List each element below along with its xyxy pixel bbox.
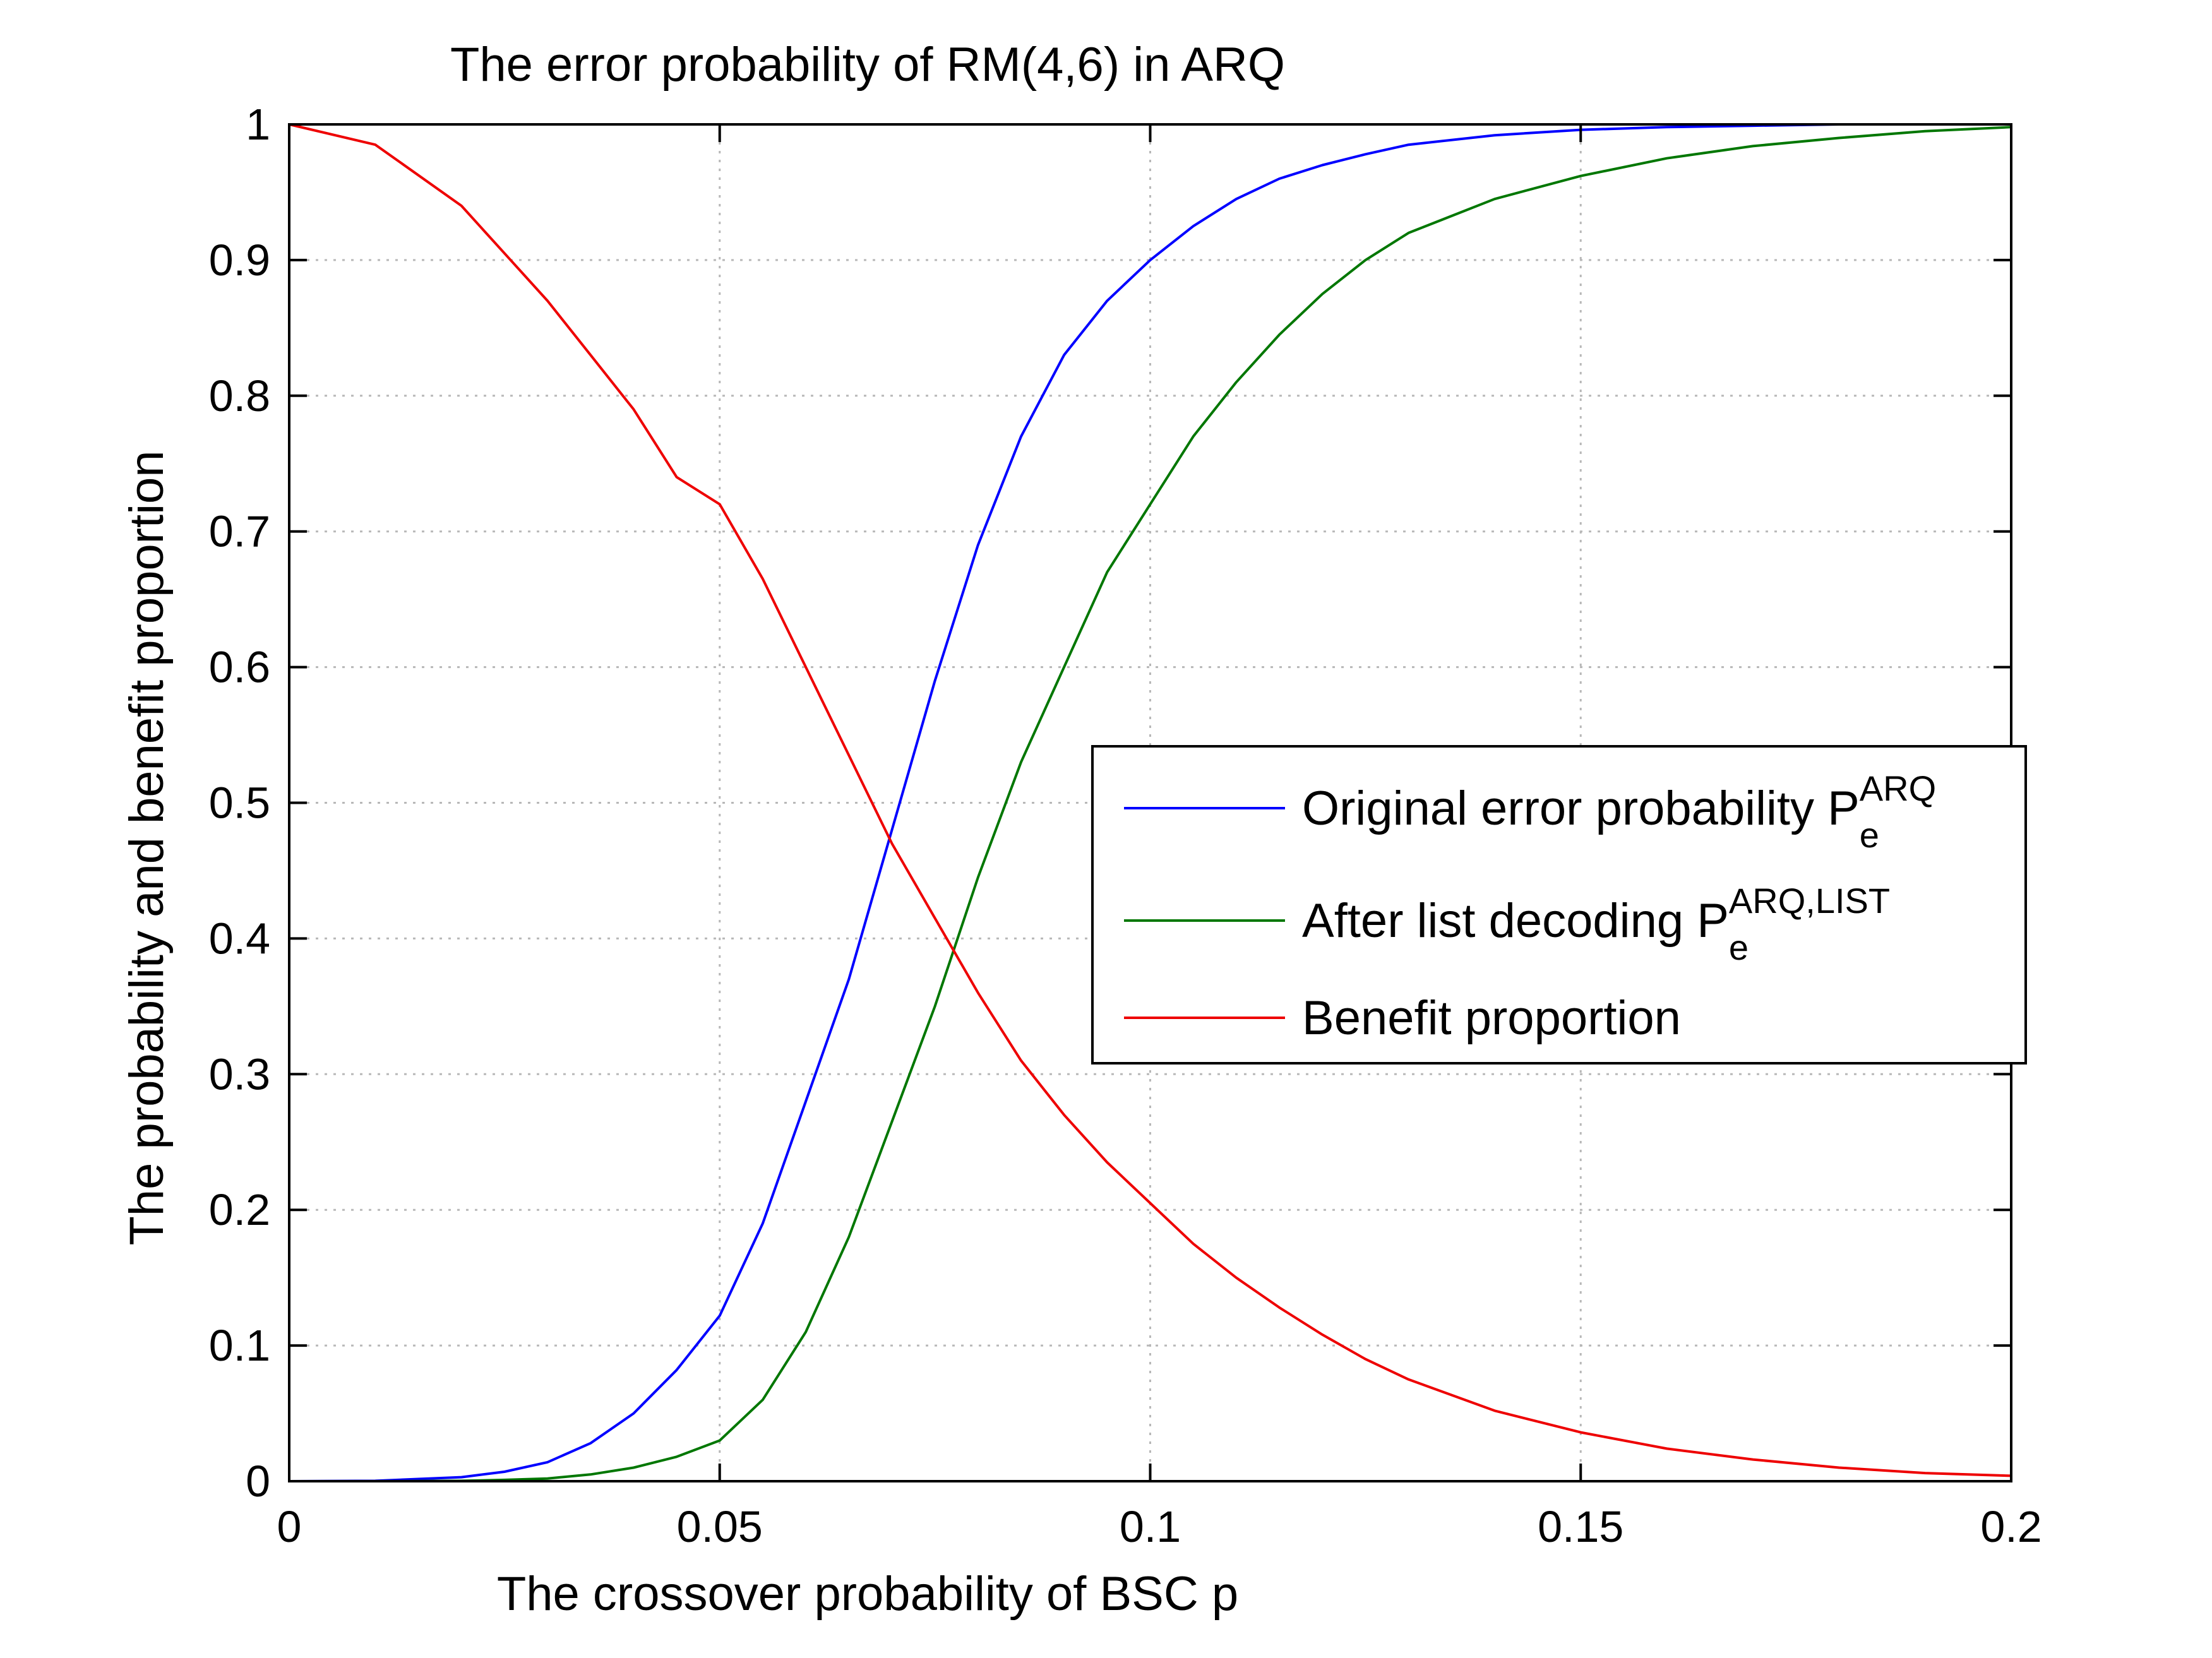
y-tick-label: 0.1 [209, 1321, 270, 1370]
legend-label-main: Original error probability P [1302, 782, 1860, 835]
y-tick-label: 0.3 [209, 1049, 270, 1099]
series-line-1 [289, 126, 2012, 1482]
y-tick-label: 0.9 [209, 236, 270, 285]
y-tick-label: 0.2 [209, 1185, 270, 1234]
legend-label-superscript: ARQ,LIST [1729, 881, 1890, 921]
legend-label-subscript: e [1860, 815, 1879, 855]
y-tick-label: 0.8 [209, 371, 270, 420]
x-tick-label: 0.15 [1538, 1502, 1623, 1551]
legend-label-0: Original error probability PARQ [1302, 768, 1936, 835]
x-tick-label: 0.05 [677, 1502, 763, 1551]
x-axis-label: The crossover probability of BSC p [497, 1567, 1238, 1621]
legend-box [1091, 745, 2027, 1065]
x-tick-label: 0.2 [1980, 1502, 2042, 1551]
y-tick-label: 0.7 [209, 507, 270, 556]
legend-label-main: Benefit proportion [1302, 991, 1681, 1045]
y-tick-label: 0.4 [209, 914, 270, 963]
x-tick-label: 0 [277, 1502, 302, 1551]
y-tick-label: 1 [246, 100, 270, 149]
legend-label-1: After list decoding PARQ,LIST [1302, 881, 1890, 948]
y-tick-label: 0 [246, 1457, 270, 1506]
ticks: 0 0.05 0.1 0.15 0.2 0 0.1 0.2 0.3 0.4 0.5 0.6 0.7 0.8… [209, 100, 2042, 1551]
legend-label-main: After list decoding P [1302, 894, 1729, 948]
legend-label-2: Benefit proportion [1302, 991, 1681, 1045]
series-layer [289, 123, 2012, 1482]
y-tick-label: 0.5 [209, 778, 270, 828]
y-tick-label: 0.6 [209, 643, 270, 692]
y-axis-label: The probability and benefit proportion [120, 450, 174, 1245]
series-line-0 [289, 123, 2011, 1482]
chart-title: The error probability of RM(4,6) in ARQ [450, 38, 1285, 92]
series-line-2 [289, 123, 2012, 1477]
legend-label-subscript: e [1729, 927, 1749, 967]
legend-label-superscript: ARQ [1860, 768, 1936, 808]
x-tick-label: 0.1 [1120, 1502, 1181, 1551]
